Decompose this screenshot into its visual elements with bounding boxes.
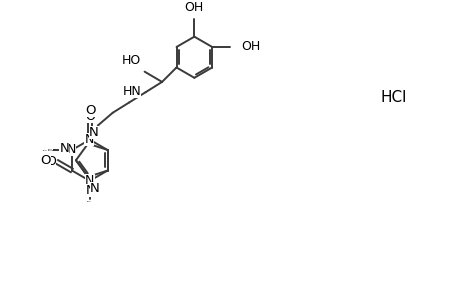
Text: methyl: methyl bbox=[48, 148, 53, 150]
Text: O: O bbox=[85, 103, 96, 117]
Text: O: O bbox=[41, 154, 51, 167]
Text: N: N bbox=[85, 175, 94, 188]
Text: HCl: HCl bbox=[380, 90, 406, 105]
Text: HO: HO bbox=[121, 54, 140, 67]
Text: HN: HN bbox=[123, 85, 141, 98]
Text: N: N bbox=[59, 142, 69, 154]
Text: N: N bbox=[66, 142, 76, 155]
Text: O: O bbox=[46, 155, 56, 168]
Text: N: N bbox=[89, 126, 99, 139]
Text: methyl: methyl bbox=[48, 149, 52, 151]
Text: O: O bbox=[84, 110, 95, 123]
Text: N: N bbox=[86, 184, 95, 196]
Text: methyl: methyl bbox=[87, 201, 92, 202]
Text: OH: OH bbox=[241, 40, 259, 53]
Text: N: N bbox=[90, 182, 100, 195]
Text: N: N bbox=[85, 174, 95, 187]
Text: methyl: methyl bbox=[43, 149, 47, 151]
Text: methyl: methyl bbox=[51, 149, 56, 150]
Text: N: N bbox=[84, 134, 94, 146]
Text: OH: OH bbox=[185, 1, 203, 13]
